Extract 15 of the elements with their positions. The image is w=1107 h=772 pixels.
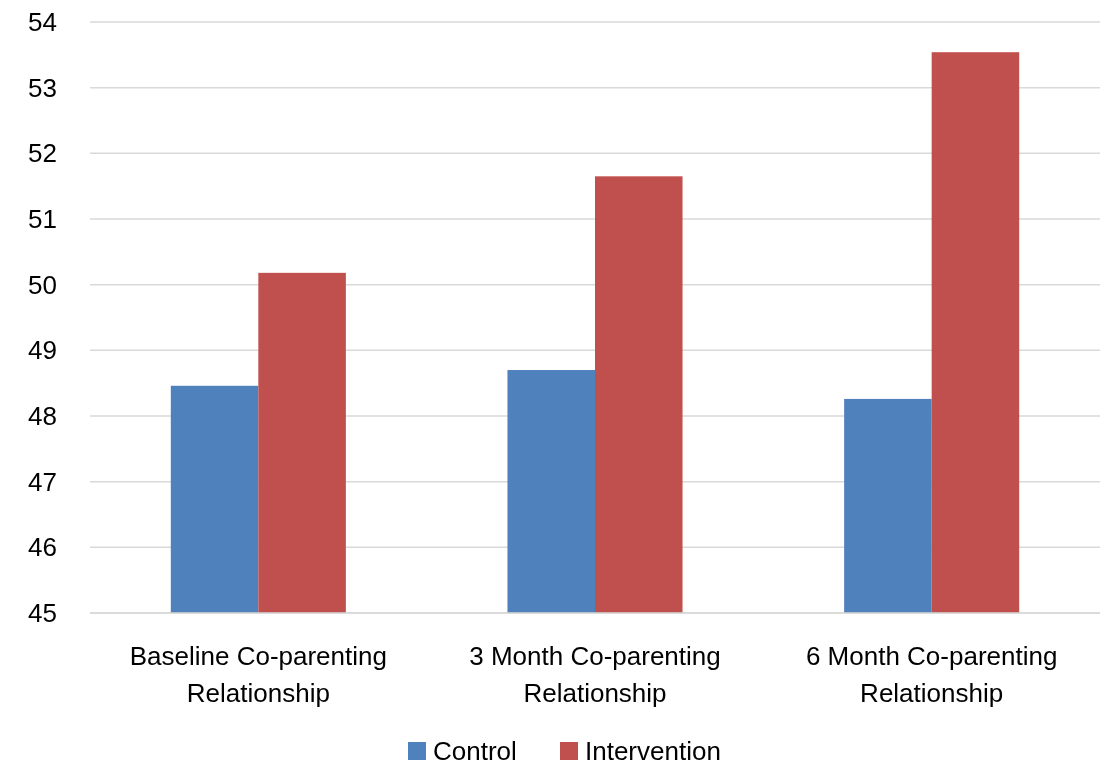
y-tick-label: 48 <box>28 401 57 432</box>
y-tick-label: 52 <box>28 138 57 169</box>
y-tick-label: 54 <box>28 7 57 38</box>
y-tick-label: 53 <box>28 72 57 103</box>
legend-label: Control <box>433 736 517 767</box>
legend-label: Intervention <box>585 736 721 767</box>
y-tick-label: 45 <box>28 598 57 629</box>
y-tick-label: 50 <box>28 269 57 300</box>
y-tick-label: 47 <box>28 466 57 497</box>
y-tick-label: 49 <box>28 335 57 366</box>
y-tick-label: 51 <box>28 204 57 235</box>
y-tick-label: 46 <box>28 532 57 563</box>
x-tick-label: 3 Month Co-parenting Relationship <box>469 641 721 708</box>
x-tick-label: Baseline Co-parenting Relationship <box>129 641 387 708</box>
x-tick-label: 6 Month Co-parenting Relationship <box>805 641 1058 708</box>
